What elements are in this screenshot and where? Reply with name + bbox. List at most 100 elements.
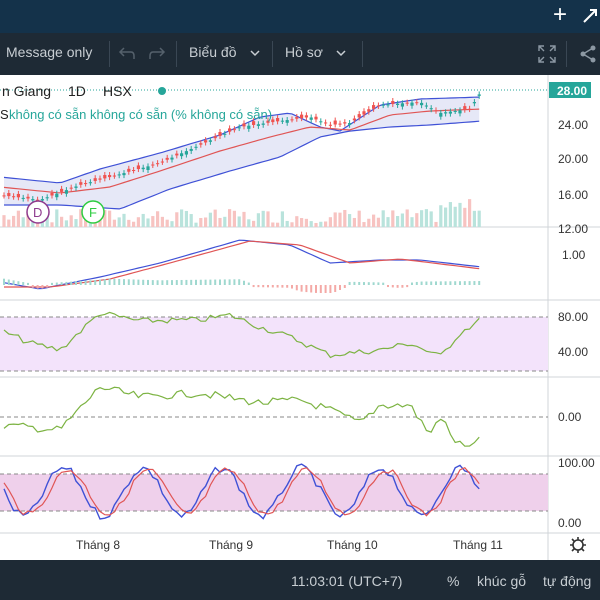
candle-body [472,102,476,104]
price-badge-label: 28.00 [557,84,587,98]
price-pane[interactable] [2,91,481,227]
chart-area[interactable]: n Giang 1D HSX S không có sẵn không có s… [0,75,600,560]
candle-body [228,128,232,132]
volume-bar [108,210,112,227]
volume-bar [295,216,299,227]
volume-bar [194,222,198,227]
candle-body [391,101,395,105]
candle-body [160,161,164,163]
candle-body [64,190,68,194]
volume-bar [314,222,318,227]
candle-body [237,127,241,129]
event-marker-f[interactable]: F [81,200,105,224]
macd-histogram-bar [55,282,58,285]
volume-bar [468,199,472,227]
macd-histogram-bar [262,285,265,288]
candle-body [386,104,390,106]
volume-bar [160,216,164,227]
rsi-pane[interactable] [3,311,480,359]
volume-bar [247,219,251,227]
candle-body [367,109,371,112]
candle-body [60,188,64,192]
candle-body [343,122,347,124]
macd-histogram-bar [449,281,452,285]
macd-histogram-bar [233,279,236,285]
time-axis-tick: Tháng 11 [453,538,503,552]
indicator-name[interactable]: S [0,107,9,122]
macd-histogram-bar [473,281,476,285]
macd-histogram-bar [60,282,63,285]
volume-bar [280,211,284,227]
volume-bar [352,217,356,227]
volume-bar [338,212,342,227]
volume-bar [424,209,428,227]
chart-canvas[interactable]: n Giang 1D HSX S không có sẵn không có s… [0,75,600,560]
svg-text:F: F [89,205,97,220]
macd-pane[interactable] [3,239,481,293]
volume-bar [40,220,44,227]
macd-histogram-bar [161,280,164,285]
macd-histogram-bar [175,280,178,285]
macd-histogram-bar [343,285,346,288]
rsi-line [3,311,480,359]
redo-icon[interactable] [148,45,166,61]
log-toggle[interactable]: khúc gỗ [477,573,527,589]
add-chart-button[interactable]: + [552,1,567,28]
candle-body [405,102,409,104]
volume-bar [151,216,155,227]
message-only-toggle[interactable]: Message only [6,44,93,60]
fullscreen-icon[interactable] [537,44,557,64]
interval-label[interactable]: 1D [68,83,86,99]
candle-body [276,118,280,122]
candle-body [324,122,328,124]
macd-histogram-bar [444,281,447,285]
symbol-name[interactable]: n Giang [2,83,51,99]
candle-body [372,105,376,109]
volume-bar [362,222,366,227]
macd-histogram-bar [51,282,53,285]
cci-axis-tick: 0.00 [558,410,582,424]
macd-histogram-bar [353,281,356,285]
expand-icon[interactable] [580,6,600,26]
candle-body [31,199,35,201]
profile-menu[interactable]: Hồ sơ [285,44,323,60]
candle-body [247,125,251,129]
undo-icon[interactable] [118,45,136,61]
bollinger-fill [4,97,480,209]
candle-body [362,111,366,115]
candle-body [199,143,203,145]
settings-gear-icon[interactable] [570,537,586,553]
volume-bar [242,211,246,227]
candle-body [184,151,188,155]
candle-body [132,169,136,171]
stoch-pane[interactable] [3,463,480,520]
candle-body [55,193,59,198]
percent-toggle[interactable]: % [447,573,460,589]
stoch-axis-tick: 0.00 [558,516,582,530]
macd-histogram-bar [300,285,303,292]
macd-histogram-bar [305,285,308,293]
candle-body [21,197,25,199]
volume-bar [434,221,438,227]
volume-bar [357,210,361,227]
volume-bar [79,209,83,227]
share-icon[interactable] [578,44,598,64]
macd-histogram-bar [271,285,274,288]
volume-bar [117,217,121,227]
macd-histogram-bar [214,279,217,285]
cci-line [3,386,480,447]
candle-body [151,164,155,166]
macd-histogram-bar [439,281,442,285]
candle-body [314,116,318,120]
volume-bar [420,210,424,227]
volume-bar [429,211,433,227]
auto-toggle[interactable]: tự động [543,573,592,589]
chart-menu[interactable]: Biểu đồ [189,44,237,60]
candle-body [338,123,342,125]
price-badge [549,82,591,98]
macd-histogram-bar [137,279,140,285]
cci-pane[interactable] [3,386,480,447]
volume-bar [122,213,126,227]
market-status-icon [158,87,166,95]
event-marker-d[interactable]: D [26,200,50,224]
